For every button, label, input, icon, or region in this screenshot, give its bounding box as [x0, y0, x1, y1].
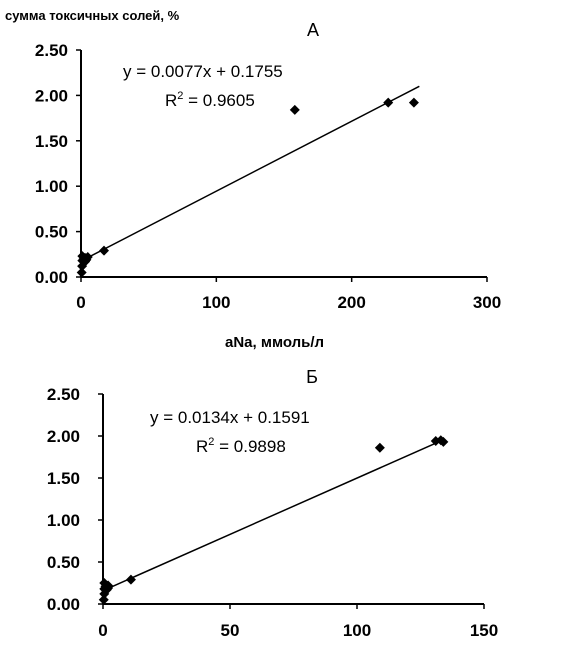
y-tick-label: 2.00 — [35, 86, 68, 105]
x-tick-label: 0 — [76, 293, 85, 312]
x-tick-label: 200 — [337, 293, 365, 312]
x-tick-label: 50 — [221, 621, 240, 640]
y-axis-label: сумма токсичных солей, % — [5, 8, 180, 23]
data-point — [98, 594, 109, 605]
r-squared-symbol: R — [165, 91, 177, 110]
x-tick-label: 0 — [98, 621, 107, 640]
data-point — [374, 442, 385, 453]
x-tick-label: 300 — [473, 293, 501, 312]
y-tick-label: 2.00 — [47, 427, 80, 446]
data-point — [383, 97, 394, 108]
x-tick-label: 100 — [202, 293, 230, 312]
y-tick-label: 0.50 — [47, 553, 80, 572]
trendline-equation: y = 0.0077x + 0.1755 — [123, 62, 283, 81]
x-axis-label: aNa, ммоль/л — [225, 334, 324, 351]
x-tick-label: 100 — [343, 621, 371, 640]
chart-panel-b: 0.00 0.50 1.00 1.50 2.00 2.50 0 50 100 150 Бy = 0.… — [47, 367, 498, 640]
panel-title: Б — [306, 367, 318, 387]
y-tick-label: 0.00 — [47, 595, 80, 614]
y-tick-label: 0.00 — [35, 268, 68, 287]
trendline — [102, 439, 444, 592]
r-squared-superscript: 2 — [177, 90, 183, 102]
y-tick-label: 1.00 — [35, 177, 68, 196]
trendline — [80, 85, 420, 262]
trendline-equation: y = 0.0134x + 0.1591 — [150, 408, 310, 427]
y-tick-label: 2.50 — [47, 385, 80, 404]
y-tick-label: 2.50 — [35, 41, 68, 60]
data-point — [76, 267, 87, 278]
y-tick-label: 0.50 — [35, 223, 68, 242]
r-squared-symbol: R — [196, 437, 208, 456]
data-point — [289, 104, 300, 115]
y-tick-label: 1.50 — [35, 132, 68, 151]
r-squared-value: = 0.9898 — [214, 437, 285, 456]
data-point — [408, 97, 419, 108]
r-squared-label: R2 = 0.9605 — [165, 90, 255, 110]
data-point — [103, 583, 114, 594]
data-point — [82, 252, 93, 263]
r-squared-value: = 0.9605 — [183, 91, 254, 110]
data-point — [99, 245, 110, 256]
chart-panel-a: 0.00 0.50 1.00 1.50 2.00 2.50 0 100 200 300 Аy = 0… — [5, 8, 501, 351]
x-tick-label: 150 — [470, 621, 498, 640]
panel-title: А — [307, 20, 319, 40]
y-tick-label: 1.00 — [47, 511, 80, 530]
data-point — [438, 436, 449, 447]
data-point — [125, 574, 136, 585]
y-tick-label: 1.50 — [47, 469, 80, 488]
r-squared-superscript: 2 — [208, 436, 214, 448]
r-squared-label: R2 = 0.9898 — [196, 436, 286, 456]
